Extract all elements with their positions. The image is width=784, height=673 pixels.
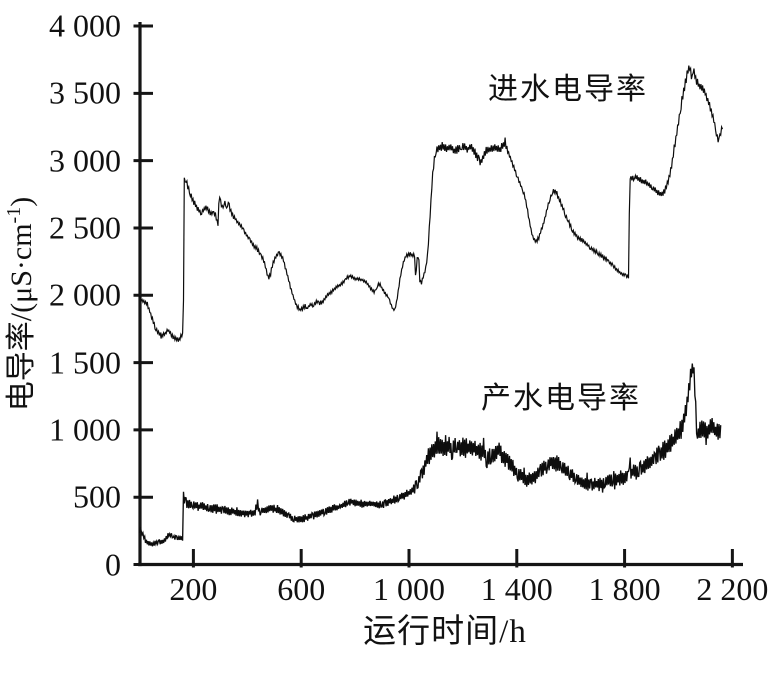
y-axis-title-close: ) [5,196,38,207]
y-tick-label: 2 000 [49,276,121,313]
x-tick-label: 1 000 [372,571,445,607]
y-tick-label: 3 000 [49,141,121,178]
x-tick-label: 1 400 [480,571,553,607]
y-tick-label: 1 000 [49,411,121,448]
y-tick-label: 2 500 [49,209,121,246]
y-axis-title-text: 电导率/(μS·cm [5,223,38,412]
x-tick-label: 2 200 [696,571,769,607]
x-axis-title: 运行时间/h [363,614,527,650]
y-tick-label: 4 000 [49,7,121,44]
feed-water-conductivity-line [138,65,724,343]
y-tick-label: 0 [105,545,121,582]
series-label-feed-water: 进水电导率 [488,73,648,106]
y-tick-label: 1 500 [49,343,121,380]
x-tick-label: 600 [277,571,326,607]
series-label-product-water: 产水电导率 [481,382,641,415]
y-tick-label: 500 [73,478,121,515]
product-water-conductivity-line [138,363,722,547]
x-tick-label: 200 [169,571,218,607]
y-tick-label: 3 500 [49,74,121,111]
x-tick-label: 1 800 [588,571,661,607]
